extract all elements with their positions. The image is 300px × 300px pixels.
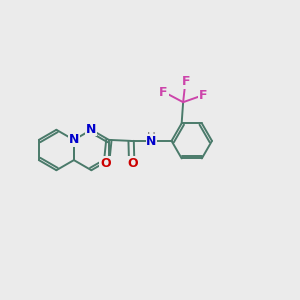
Text: F: F (182, 75, 190, 88)
Text: N: N (69, 134, 79, 146)
Text: O: O (100, 157, 111, 170)
Text: H: H (147, 131, 156, 144)
Text: F: F (199, 89, 208, 102)
Text: N: N (86, 123, 97, 136)
Text: F: F (159, 86, 168, 99)
Text: N: N (146, 135, 157, 148)
Text: O: O (127, 157, 138, 170)
